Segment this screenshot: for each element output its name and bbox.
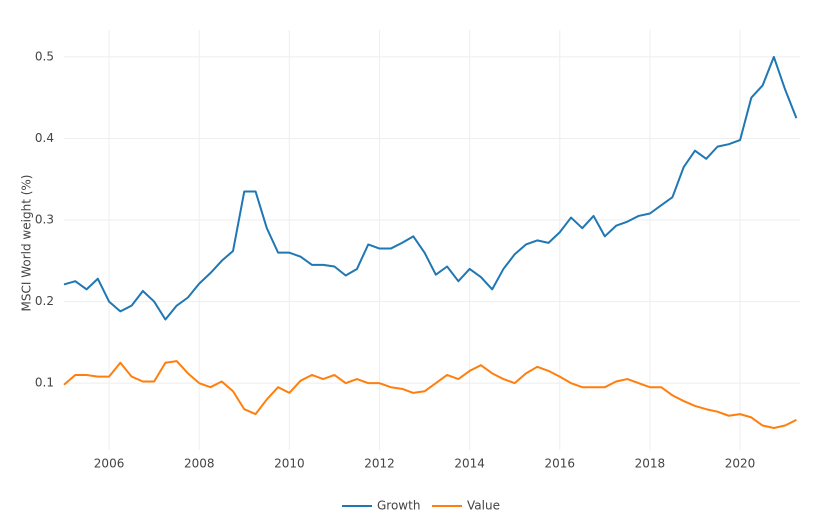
x-tick-label: 2016 (545, 457, 576, 471)
x-tick-label: 2010 (274, 457, 305, 471)
series-line (63, 55, 798, 321)
y-tick-label: 0.5 (35, 49, 54, 63)
y-axis-label: MSCI World weight (%) (20, 175, 34, 312)
legend-label: Growth (377, 499, 420, 513)
x-tick-label: 2008 (184, 457, 215, 471)
x-tick-label: 2018 (635, 457, 666, 471)
x-tick-label: 2006 (94, 457, 125, 471)
series-line (63, 360, 797, 429)
legend-label: Value (467, 499, 500, 513)
x-tick-label: 2020 (725, 457, 756, 471)
y-tick-label: 0.2 (35, 294, 54, 308)
x-tick-label: 2014 (454, 457, 485, 471)
y-tick-label: 0.1 (35, 376, 54, 390)
y-tick-label: 0.3 (35, 213, 54, 227)
x-tick-label: 2012 (364, 457, 395, 471)
y-tick-label: 0.4 (35, 131, 54, 145)
